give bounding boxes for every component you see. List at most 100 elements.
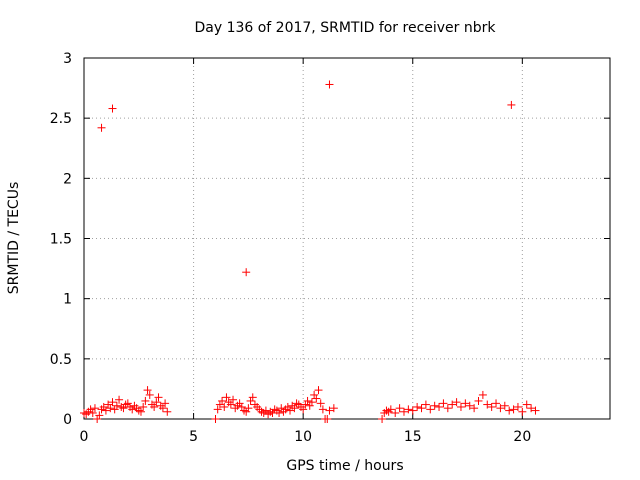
data-point: [290, 404, 299, 413]
y-tick-label: 1.5: [50, 232, 72, 248]
data-point: [443, 404, 452, 413]
data-point: [325, 80, 334, 89]
data-point: [108, 398, 117, 407]
data-point: [316, 399, 325, 408]
data-point: [299, 405, 308, 414]
data-point: [90, 404, 99, 413]
data-point: [93, 415, 102, 423]
data-point: [435, 402, 444, 411]
data-point: [408, 406, 417, 415]
data-point: [329, 404, 338, 413]
data-point: [143, 386, 152, 395]
data-point: [307, 398, 316, 407]
data-point: [226, 400, 235, 409]
data-point: [413, 402, 422, 411]
grid-lines: [84, 58, 610, 419]
data-point: [218, 396, 227, 405]
x-tick-label: 5: [189, 429, 198, 445]
data-point: [421, 400, 430, 409]
data-point: [312, 394, 321, 403]
data-point: [395, 404, 404, 413]
data-point: [513, 402, 522, 411]
data-point: [452, 398, 461, 407]
data-point: [430, 401, 439, 410]
plot-frame: [83, 57, 611, 420]
data-point: [244, 404, 253, 413]
y-tick-label: 3: [63, 51, 72, 67]
chart-title: Day 136 of 2017, SRMTID for receiver nbr…: [194, 20, 496, 36]
data-point: [136, 407, 145, 416]
data-point: [80, 408, 88, 417]
data-point: [145, 390, 154, 399]
data-point: [474, 396, 483, 405]
data-point: [248, 393, 257, 402]
data-point: [152, 398, 161, 407]
data-point: [386, 405, 395, 414]
data-point: [461, 399, 470, 408]
data-point: [141, 396, 150, 405]
data-point: [310, 390, 319, 399]
data-point: [417, 404, 426, 413]
data-point: [426, 405, 435, 414]
data-point: [487, 402, 496, 411]
data-point: [101, 406, 110, 415]
axis-ticks: 0 5 10 15 20 0 0.5 1 1.5 2 2.5 3: [50, 51, 610, 445]
x-tick-label: 10: [294, 429, 312, 445]
data-point: [478, 390, 487, 399]
data-point: [163, 407, 172, 416]
data-point: [305, 401, 314, 410]
data-point: [95, 411, 104, 420]
data-point: [323, 415, 332, 423]
data-point: [318, 405, 327, 414]
data-point: [242, 407, 251, 416]
data-point: [500, 401, 509, 410]
data-point: [139, 402, 148, 411]
data-point: [378, 415, 387, 423]
data-point: [505, 406, 514, 415]
data-point: [439, 399, 448, 408]
data-point: [275, 408, 284, 417]
data-point: [509, 405, 518, 414]
y-tick-label: 2: [63, 171, 72, 187]
data-point: [325, 406, 334, 415]
data-point: [229, 395, 238, 404]
data-point: [237, 402, 246, 411]
data-point: [246, 396, 255, 405]
data-point: [527, 404, 536, 413]
data-point: [470, 404, 479, 413]
data-point: [518, 407, 527, 416]
y-tick-label: 2.5: [50, 111, 72, 127]
data-point: [404, 405, 413, 414]
x-tick-label: 15: [404, 429, 422, 445]
data-point: [222, 393, 231, 402]
data-point: [158, 404, 167, 413]
data-point: [465, 401, 474, 410]
data-point: [213, 405, 222, 414]
y-tick-label: 0: [63, 412, 72, 428]
x-tick-label: 20: [513, 429, 531, 445]
data-point: [115, 395, 124, 404]
data-point: [88, 408, 97, 417]
data-point: [150, 402, 159, 411]
data-point: [97, 123, 106, 132]
x-tick-label: 0: [80, 429, 89, 445]
data-point: [448, 400, 457, 409]
data-point: [391, 408, 400, 417]
data-point: [286, 406, 295, 415]
data-point: [531, 406, 540, 415]
data-point: [154, 393, 163, 402]
data-point: [483, 400, 492, 409]
data-point: [242, 268, 251, 277]
data-point: [399, 407, 408, 416]
y-axis-label: SRMTID / TECUs: [6, 182, 22, 295]
data-point: [220, 402, 229, 411]
y-tick-label: 0.5: [50, 352, 72, 368]
data-point: [492, 399, 501, 408]
data-point: [303, 396, 312, 405]
x-axis-label: GPS time / hours: [286, 458, 403, 474]
data-point: [496, 404, 505, 413]
data-point: [161, 399, 170, 408]
y-tick-label: 1: [63, 292, 72, 308]
data-point: [112, 401, 121, 410]
